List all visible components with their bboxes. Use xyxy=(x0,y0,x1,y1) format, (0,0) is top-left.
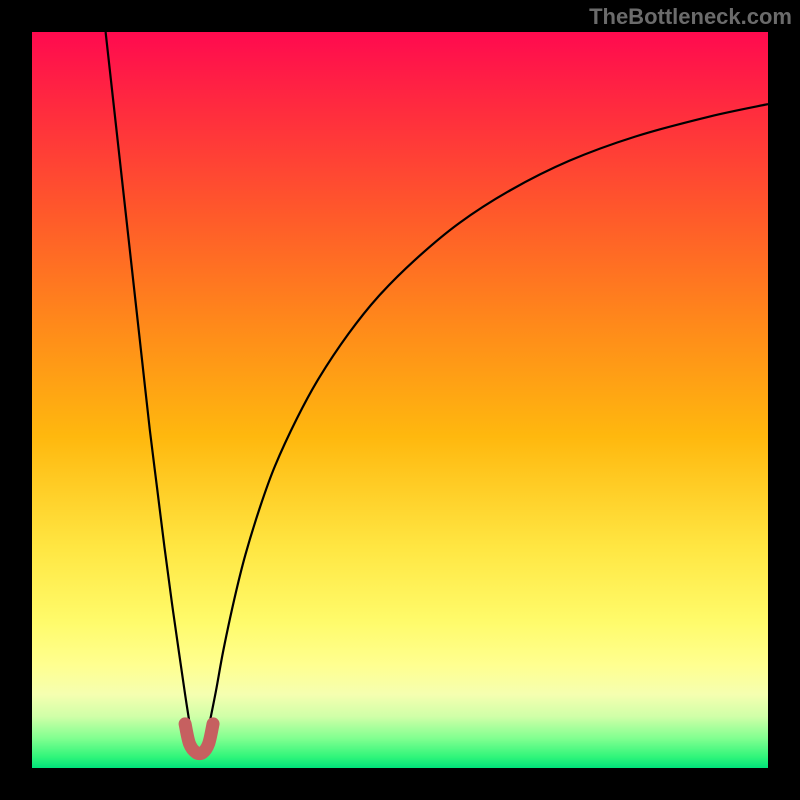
chart-svg xyxy=(32,32,768,768)
watermark-text: TheBottleneck.com xyxy=(589,4,792,30)
plot-area xyxy=(32,32,768,768)
chart-stage: TheBottleneck.com xyxy=(0,0,800,800)
chart-background xyxy=(32,32,768,768)
